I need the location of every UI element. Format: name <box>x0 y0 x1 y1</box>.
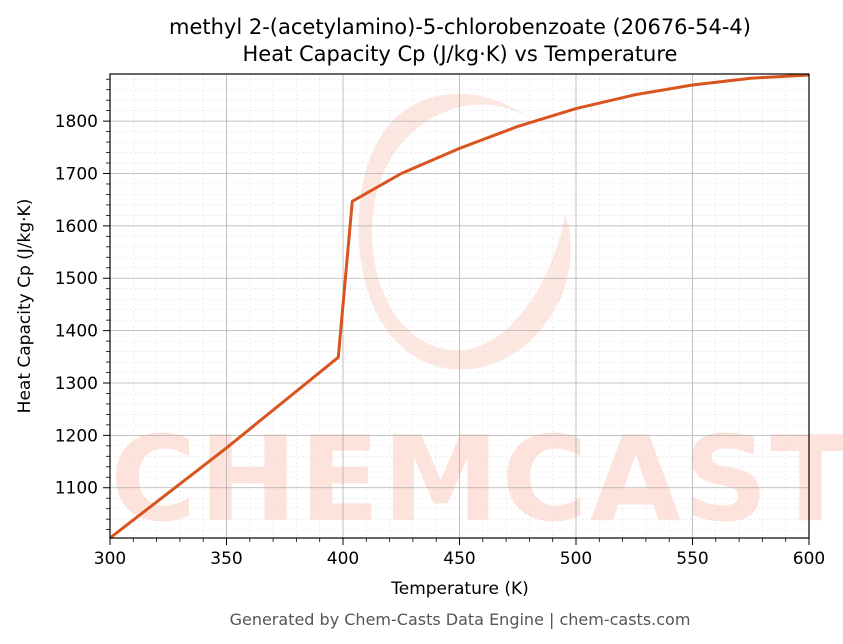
x-tick-label: 450 <box>443 549 475 569</box>
y-tick-label: 1200 <box>55 426 98 446</box>
y-tick-label: 1700 <box>55 165 98 185</box>
y-tick-label: 1800 <box>55 112 98 132</box>
x-axis-label: Temperature (K) <box>390 579 529 599</box>
y-tick-label: 1600 <box>55 217 98 237</box>
x-tick-label: 350 <box>210 549 242 569</box>
x-tick-label: 600 <box>793 549 825 569</box>
x-tick-label: 300 <box>94 549 126 569</box>
footer-credit: Generated by Chem-Casts Data Engine | ch… <box>230 610 691 629</box>
chemcasts-watermark: CHEMCASTS <box>110 93 843 548</box>
x-tick-label: 400 <box>327 549 359 569</box>
watermark-text: CHEMCASTS <box>110 410 843 548</box>
x-tick-label: 500 <box>560 549 592 569</box>
y-tick-label: 1100 <box>55 479 98 499</box>
y-axis-label: Heat Capacity Cp (J/kg·K) <box>15 199 35 414</box>
y-tick-label: 1300 <box>55 374 98 394</box>
y-axis-ticks: 1100 1200 1300 1400 1500 1600 1700 1800 <box>55 78 110 531</box>
y-tick-label: 1500 <box>55 269 98 289</box>
series-line-cp <box>109 73 810 540</box>
y-tick-label: 1400 <box>55 322 98 342</box>
x-tick-label: 550 <box>676 549 708 569</box>
x-axis-ticks: 300 350 400 450 500 550 600 <box>94 538 825 569</box>
chart-title: methyl 2-(acetylamino)-5-chlorobenzoate … <box>169 15 751 39</box>
chart-subtitle: Heat Capacity Cp (J/kg·K) vs Temperature <box>243 42 678 66</box>
